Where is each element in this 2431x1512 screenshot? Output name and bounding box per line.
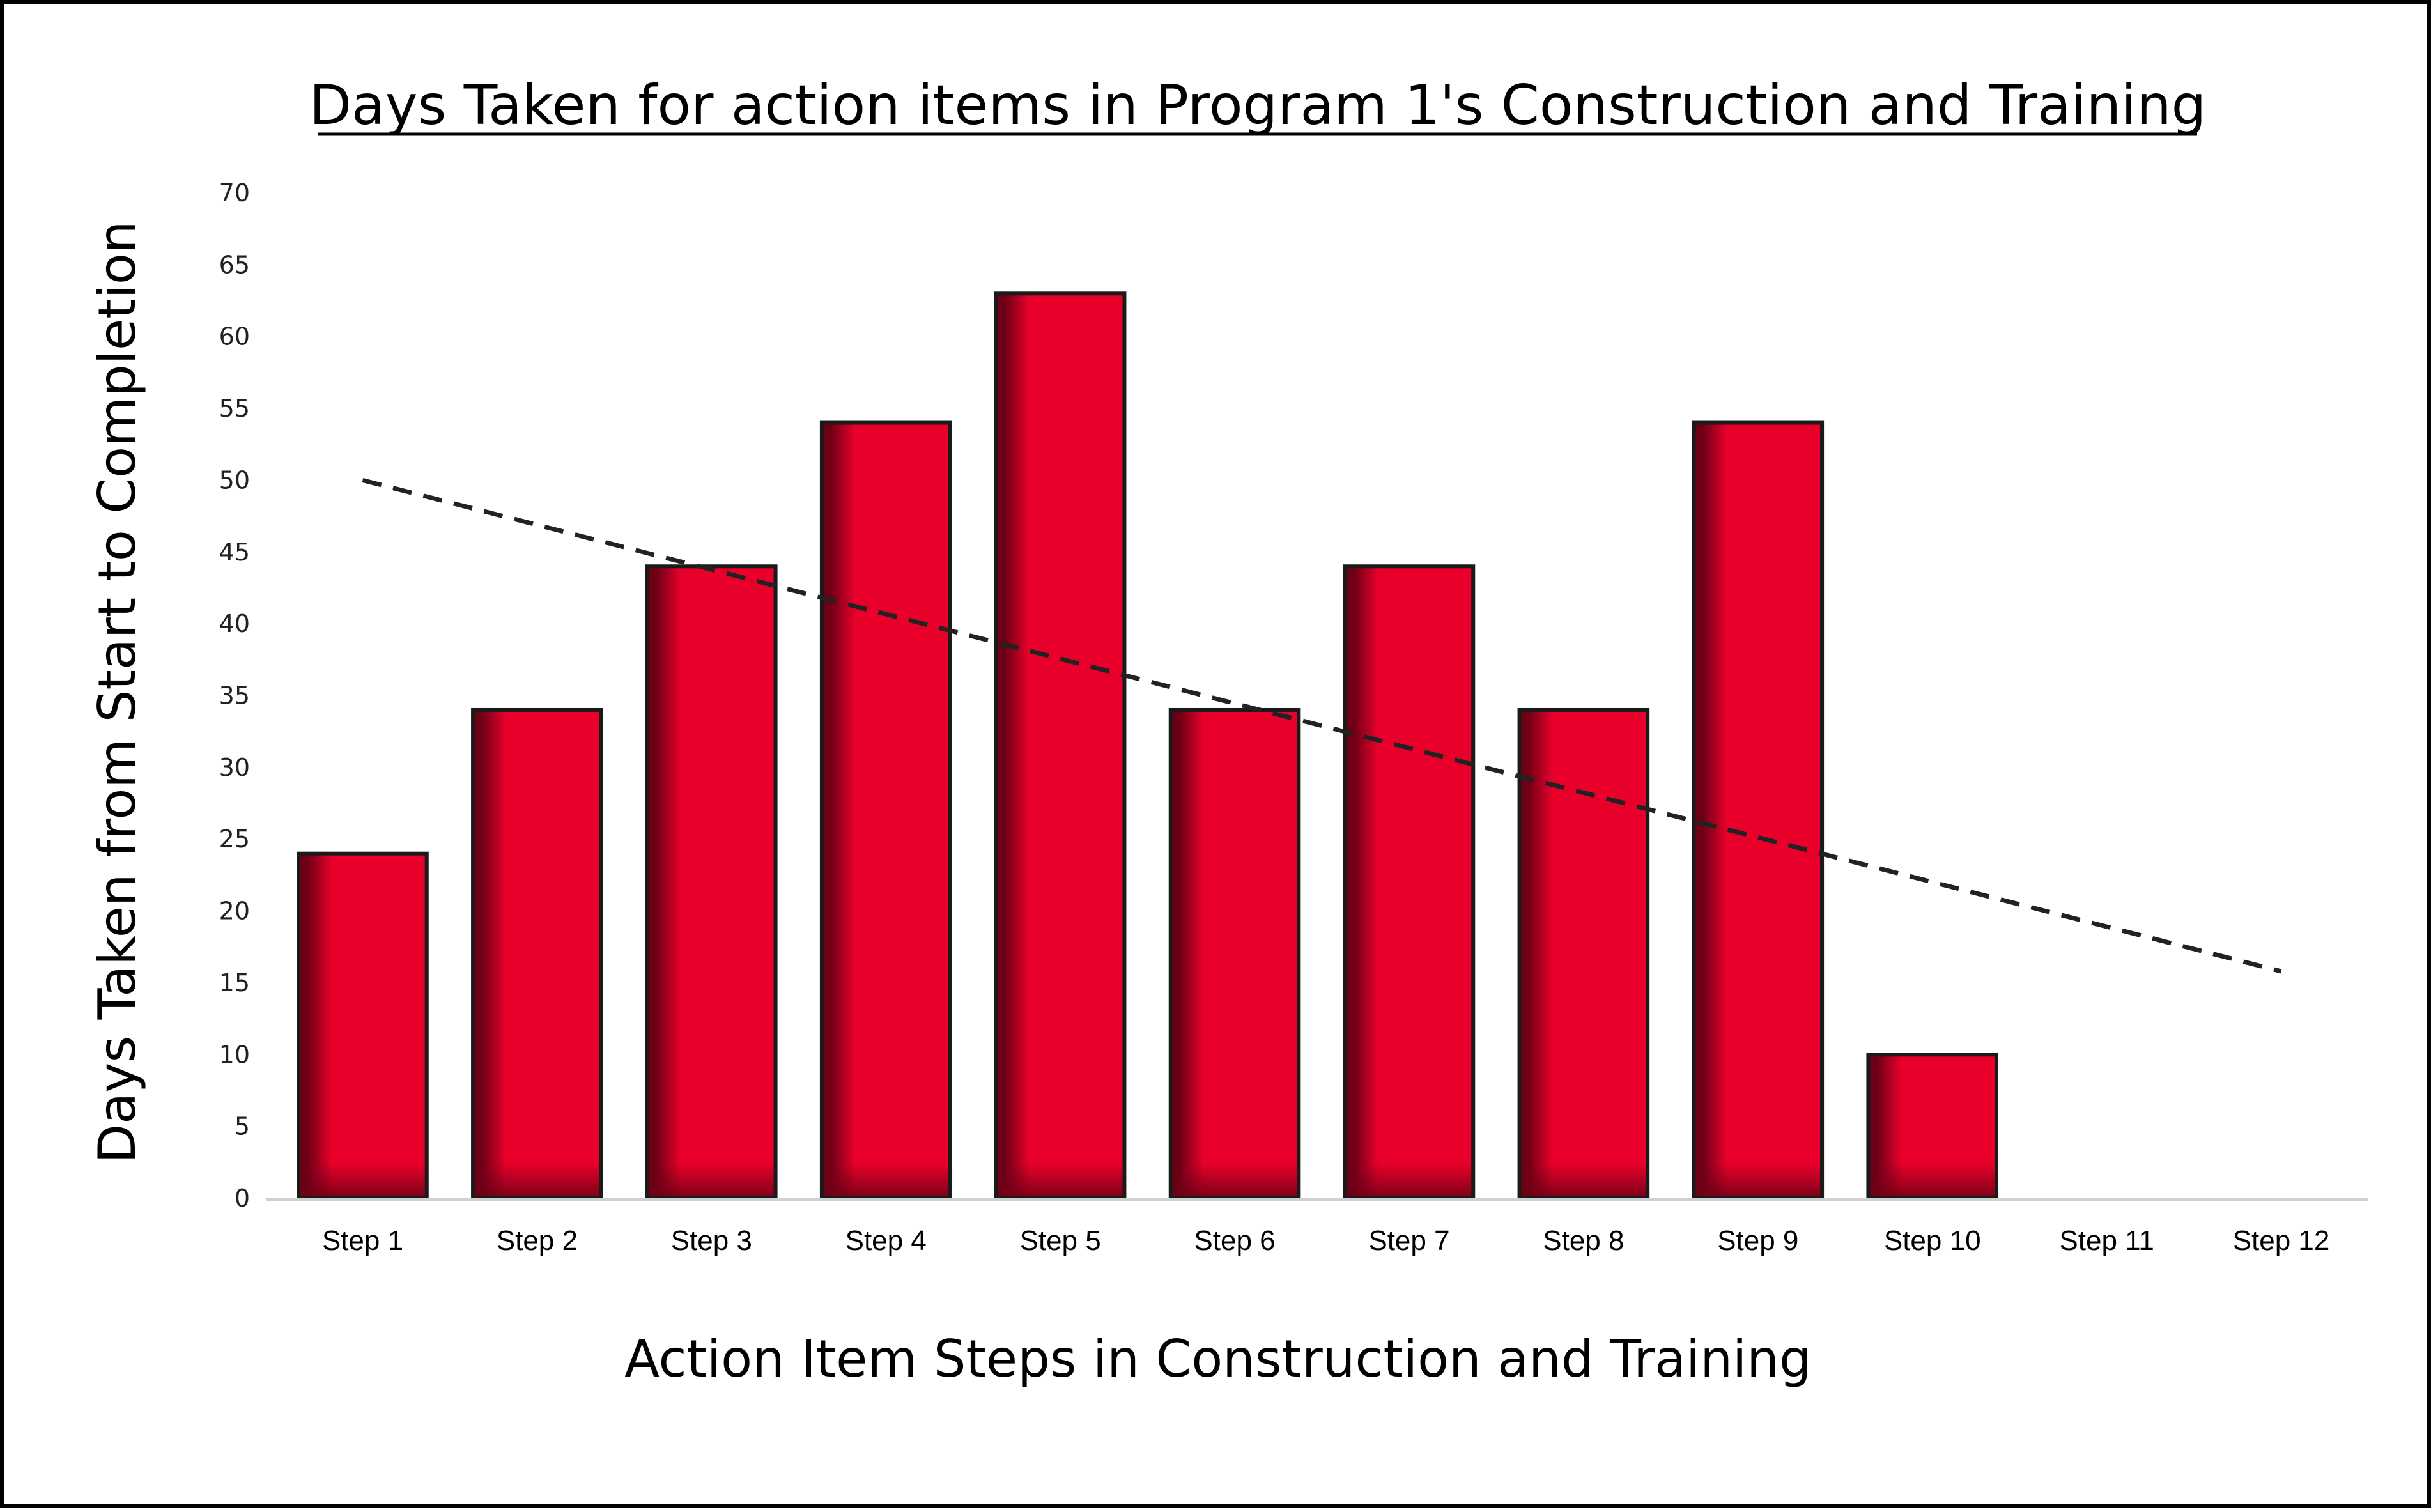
x-tick-label: Step 9 [1717,1225,1798,1256]
y-tick-label: 45 [219,538,250,566]
bar [994,291,1127,1200]
y-tick-label: 65 [219,251,250,279]
bar-base-shade [1345,1163,1474,1198]
y-tick-label: 5 [235,1113,250,1141]
bar [1168,707,1301,1200]
x-tick-label: Step 12 [2233,1225,2330,1256]
bar-base-shade [647,1163,776,1198]
bar-base-shade [298,1163,427,1198]
x-tick-label: Step 5 [1020,1225,1101,1256]
y-tick-label: 40 [219,610,250,638]
bar-fill [1519,709,1648,1198]
x-tick-label: Step 6 [1194,1225,1275,1256]
bar-fill [821,422,950,1198]
bar-base-shade [821,1163,950,1198]
bar [297,851,429,1200]
bars [297,291,1999,1201]
x-tick-label: Step 3 [671,1225,752,1256]
bar [1517,707,1650,1200]
bar-base-shade [473,1163,601,1198]
bar-fill [647,566,776,1198]
bar-base-shade [996,1163,1125,1198]
y-tick-label: 35 [219,682,250,710]
chart-title: Days Taken for action items in Program 1… [309,73,2206,137]
y-tick-label: 60 [219,323,250,351]
x-tick-label: Step 2 [497,1225,578,1256]
y-axis-tick-labels: 0 5 10 15 20 25 30 35 40 45 50 55 60 65 70 [219,179,250,1212]
bar [1692,420,1825,1200]
bar-fill [1694,422,1823,1198]
bar [819,420,952,1200]
x-tick-label: Step 11 [2059,1225,2154,1256]
y-axis-title: Days Taken from Start to Completion [88,221,147,1164]
y-tick-label: 20 [219,897,250,925]
x-tick-label: Step 8 [1543,1225,1624,1256]
x-tick-label: Step 1 [322,1225,403,1256]
y-tick-label: 55 [219,394,250,422]
x-tick-label: Step 10 [1884,1225,1981,1256]
x-tick-label: Step 7 [1368,1225,1449,1256]
y-tick-label: 10 [219,1040,250,1068]
y-tick-label: 15 [219,969,250,997]
bar-base-shade [1694,1163,1823,1198]
bar-fill [298,853,427,1198]
bar [645,564,778,1200]
bar-base-shade [1868,1163,1997,1198]
y-tick-label: 30 [219,753,250,782]
bar-base-shade [1170,1163,1299,1198]
bar [471,707,603,1200]
bar [1343,564,1476,1200]
y-tick-label: 25 [219,825,250,853]
x-axis-tick-labels: Step 1 Step 2 Step 3 Step 4 Step 5 Step 6 Step… [322,1225,2330,1256]
bar [1866,1053,1999,1201]
bar-base-shade [1519,1163,1648,1198]
bar-fill [996,293,1125,1198]
x-axis-title: Action Item Steps in Construction and Tr… [624,1329,1812,1389]
bar-fill [473,709,601,1198]
y-tick-label: 50 [219,466,250,494]
x-tick-label: Step 4 [845,1225,927,1256]
bar-fill [1345,566,1474,1198]
y-tick-label: 0 [235,1184,250,1212]
trendline [362,478,2282,974]
y-tick-label: 70 [219,179,250,207]
bar-fill [1170,709,1299,1198]
bar-chart: Days Taken for action items in Program 1… [88,73,2368,1389]
